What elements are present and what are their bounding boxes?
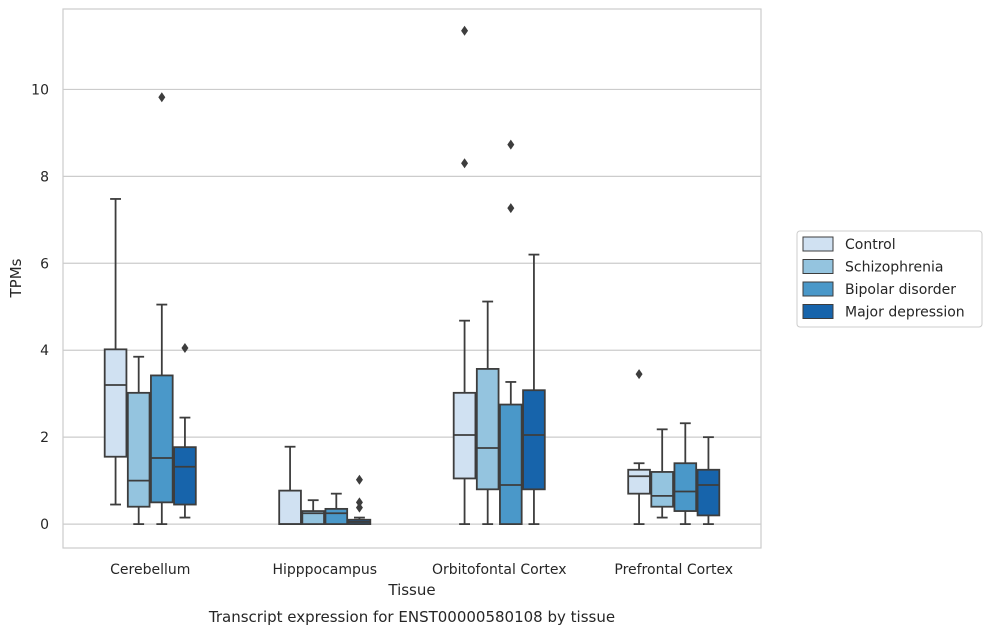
y-tick-labels: 0 2 4 6 8 10: [31, 82, 49, 533]
outlier-point: [635, 369, 643, 380]
box-body: [499, 403, 523, 525]
plot-frame: [62, 8, 762, 549]
outlier-point: [355, 497, 363, 508]
y-tick-label: 4: [40, 343, 49, 359]
outlier-point: [507, 203, 515, 214]
box-body: [126, 391, 151, 508]
box: [522, 253, 546, 525]
grid-lines: [63, 88, 761, 525]
legend-label: Major depression: [845, 305, 965, 321]
y-tick-label: 6: [40, 256, 49, 272]
box-body: [150, 374, 174, 504]
box: [173, 343, 197, 519]
x-tick-label: Orbitofontal Cortex: [432, 562, 567, 578]
boxes-layer: [103, 25, 721, 525]
outlier-point: [461, 158, 469, 169]
legend-swatch: [802, 281, 834, 297]
legend-swatch: [802, 259, 834, 274]
x-tick-label: Cerebellum: [110, 562, 190, 578]
outlier-point: [181, 343, 189, 354]
box: [627, 369, 651, 525]
legend-label: Control: [845, 237, 896, 253]
box-body: [522, 389, 546, 491]
box-body: [301, 510, 325, 525]
box-body: [173, 446, 197, 506]
legend-label: Bipolar disorder: [845, 282, 956, 298]
box-body: [627, 468, 651, 495]
box: [301, 499, 325, 525]
box: [650, 428, 674, 519]
box: [150, 92, 174, 525]
box: [475, 300, 500, 525]
y-tick-label: 2: [40, 430, 49, 446]
legend-label: Schizophrenia: [845, 260, 943, 276]
box-body: [103, 348, 128, 458]
outlier-point: [355, 474, 363, 485]
box-body: [673, 462, 698, 512]
legend: Control Schizophrenia Bipolar disorder Majo…: [796, 230, 983, 328]
box-body: [278, 489, 302, 525]
box: [324, 492, 349, 525]
chart-caption: Transcript expression for ENST0000058010…: [208, 608, 615, 626]
y-tick-label: 0: [40, 517, 49, 533]
legend-swatch: [802, 236, 834, 252]
box: [452, 25, 477, 525]
y-tick-label: 8: [40, 169, 49, 185]
box: [103, 198, 128, 506]
box-body: [324, 507, 349, 525]
box-body: [650, 471, 674, 508]
box: [278, 445, 302, 525]
outlier-point: [355, 502, 363, 513]
outlier-point: [158, 92, 166, 103]
y-axis-label: TPMs: [7, 258, 25, 298]
legend-swatch: [802, 304, 834, 319]
box-body: [475, 368, 500, 491]
box: [673, 422, 698, 525]
box-body: [696, 468, 721, 517]
x-tick-label: Hipppocampus: [272, 562, 377, 578]
y-tick-label: 10: [31, 82, 49, 98]
outlier-point: [461, 25, 469, 36]
box: [499, 139, 523, 525]
x-axis-label: Tissue: [387, 581, 435, 599]
box: [347, 474, 372, 525]
outlier-point: [507, 139, 515, 150]
legend-frame: [796, 230, 983, 328]
box: [126, 355, 151, 525]
x-tick-labels: Cerebellum Hipppocampus Orbitofontal Corte…: [110, 562, 733, 578]
box: [696, 436, 721, 525]
x-tick-label: Prefrontal Cortex: [614, 562, 733, 578]
